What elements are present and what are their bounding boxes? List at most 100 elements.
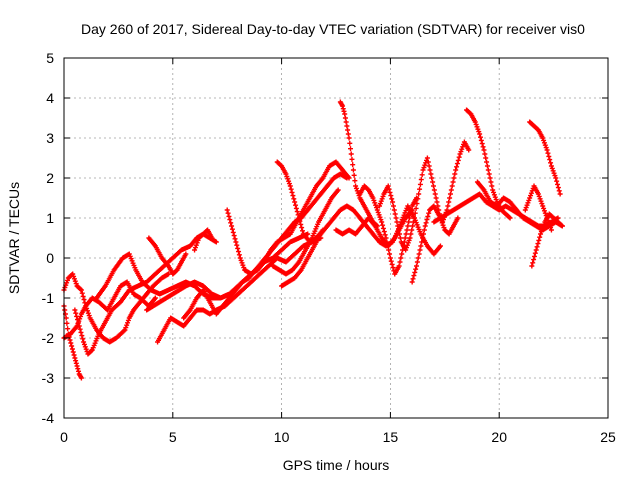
x-tick-label: 5 bbox=[169, 429, 177, 445]
chart-title: Day 260 of 2017, Sidereal Day-to-day VTE… bbox=[81, 21, 585, 37]
data-point bbox=[429, 175, 435, 181]
data-point bbox=[455, 215, 461, 221]
data-point bbox=[541, 140, 547, 146]
data-point bbox=[79, 290, 85, 296]
data-point bbox=[410, 223, 416, 229]
data-point bbox=[81, 341, 87, 347]
series-track-x bbox=[529, 211, 565, 269]
data-point bbox=[405, 223, 411, 229]
data-point bbox=[428, 171, 434, 177]
data-point bbox=[541, 137, 547, 143]
data-point bbox=[74, 317, 80, 323]
data-point bbox=[475, 126, 481, 132]
series-track-j bbox=[192, 227, 215, 253]
data-point bbox=[227, 217, 233, 223]
data-point bbox=[527, 195, 533, 201]
data-point bbox=[404, 245, 410, 251]
data-point bbox=[473, 121, 479, 127]
data-point bbox=[385, 243, 391, 249]
data-point bbox=[454, 161, 460, 167]
x-axis-label: GPS time / hours bbox=[283, 457, 390, 473]
data-point bbox=[441, 225, 447, 231]
data-point bbox=[69, 343, 75, 349]
data-point bbox=[555, 181, 561, 187]
y-tick-label: 1 bbox=[46, 210, 54, 226]
data-point bbox=[404, 227, 410, 233]
data-point bbox=[377, 203, 383, 209]
data-point bbox=[419, 172, 425, 178]
data-point bbox=[549, 165, 555, 171]
y-tick-label: 5 bbox=[46, 50, 54, 66]
data-point bbox=[342, 115, 348, 121]
data-point bbox=[76, 323, 82, 329]
data-point bbox=[340, 106, 346, 112]
data-point bbox=[232, 236, 238, 242]
data-point bbox=[373, 205, 379, 211]
data-point bbox=[371, 197, 377, 203]
data-point bbox=[390, 199, 396, 205]
series-track-b bbox=[61, 271, 171, 345]
data-point bbox=[387, 189, 393, 195]
data-point bbox=[81, 297, 87, 303]
data-point bbox=[447, 195, 453, 201]
data-point bbox=[454, 164, 460, 170]
data-point bbox=[73, 358, 79, 364]
data-point bbox=[414, 201, 420, 207]
series-track-y bbox=[522, 183, 554, 233]
data-point bbox=[347, 140, 353, 146]
y-tick-label: 3 bbox=[46, 130, 54, 146]
data-point bbox=[420, 235, 426, 241]
data-point bbox=[451, 175, 457, 181]
data-point bbox=[410, 219, 416, 225]
data-point bbox=[550, 168, 556, 174]
data-point bbox=[420, 231, 426, 237]
data-point bbox=[537, 234, 543, 240]
data-point bbox=[537, 196, 543, 202]
data-point bbox=[477, 131, 483, 137]
data-point bbox=[540, 135, 546, 141]
data-point bbox=[78, 375, 84, 381]
data-point bbox=[431, 187, 437, 193]
data-point bbox=[492, 194, 498, 200]
data-point bbox=[525, 200, 531, 206]
data-point bbox=[381, 229, 387, 235]
data-point bbox=[72, 278, 78, 284]
data-point bbox=[291, 196, 297, 202]
data-point bbox=[76, 368, 82, 374]
data-point bbox=[541, 221, 547, 227]
data-point bbox=[86, 313, 92, 319]
data-point bbox=[230, 229, 236, 235]
data-point bbox=[237, 255, 243, 261]
data-point bbox=[491, 189, 497, 195]
data-point bbox=[423, 220, 429, 226]
data-point bbox=[413, 266, 419, 272]
data-point bbox=[80, 336, 86, 342]
data-point bbox=[388, 193, 394, 199]
data-point bbox=[539, 226, 545, 232]
data-point bbox=[297, 218, 303, 224]
data-point bbox=[213, 239, 219, 245]
data-point bbox=[380, 222, 386, 228]
data-point bbox=[286, 181, 292, 187]
data-point bbox=[415, 196, 421, 202]
data-point bbox=[195, 237, 201, 243]
data-point bbox=[460, 144, 466, 150]
data-point bbox=[235, 245, 241, 251]
data-point bbox=[416, 251, 422, 257]
data-point bbox=[62, 307, 68, 313]
data-point bbox=[546, 153, 552, 159]
data-point bbox=[283, 171, 289, 177]
data-point bbox=[378, 198, 384, 204]
data-point bbox=[397, 235, 403, 241]
x-tick-labels: 0 5 10 15 20 25 bbox=[60, 429, 616, 445]
data-point bbox=[152, 295, 158, 301]
data-point bbox=[395, 223, 401, 229]
data-point bbox=[540, 203, 546, 209]
data-point bbox=[409, 227, 415, 233]
data-point bbox=[398, 255, 404, 261]
plot-frame bbox=[63, 57, 609, 419]
data-point bbox=[419, 239, 425, 245]
data-point bbox=[289, 189, 295, 195]
data-point bbox=[240, 262, 246, 268]
data-point bbox=[483, 155, 489, 161]
